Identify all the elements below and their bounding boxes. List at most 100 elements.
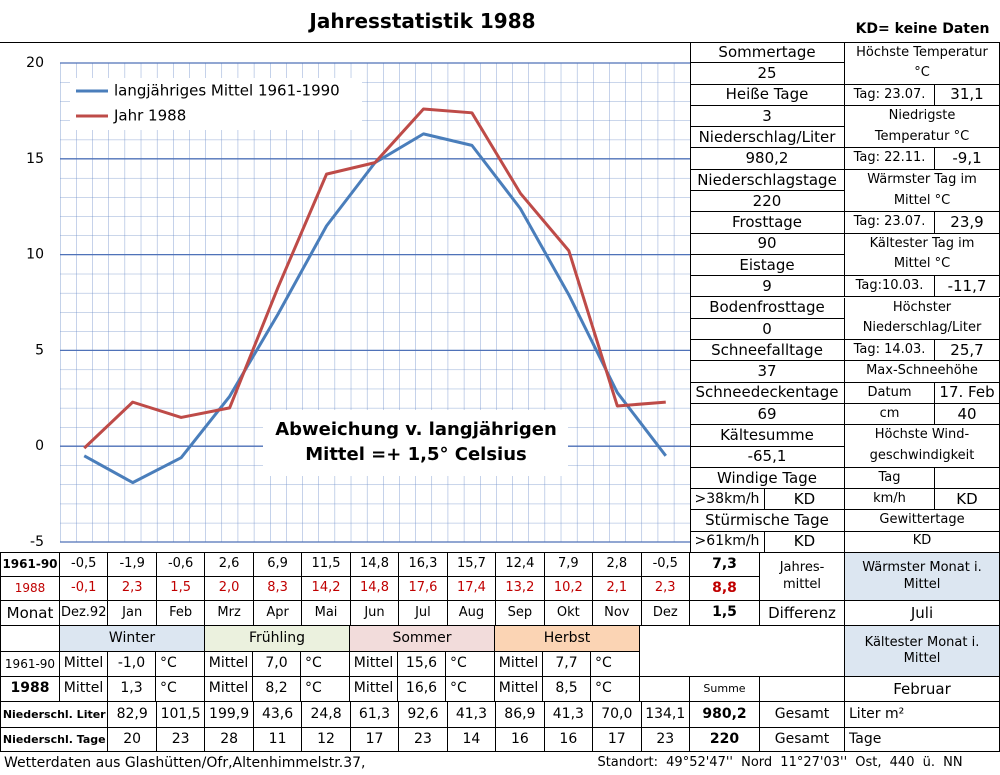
stat-right: 23,9 — [935, 212, 1000, 234]
stat-right: Niedrigste Temperatur °C — [845, 105, 1000, 149]
stat-left: Windige Tage — [690, 467, 845, 490]
stat-right-text: 40 — [957, 404, 977, 423]
month-value: -0,1 — [60, 577, 109, 601]
series-line — [83, 107, 666, 450]
stat-right-text: Niedrigste Temperatur °C — [874, 107, 970, 144]
season-cell: Mittel — [350, 652, 398, 677]
total-label: Gesamt — [760, 702, 845, 728]
month-value-text: -0,6 — [167, 556, 194, 572]
row-label: Niederschl. Liter — [0, 702, 109, 728]
month-value-text: 13,2 — [505, 580, 535, 596]
season-cell-text: Mittel — [498, 655, 539, 672]
stat-left: 90 — [690, 233, 845, 255]
season-cell-text: °C — [450, 655, 467, 672]
month-value-text: 10,2 — [553, 580, 583, 596]
stat-left: 25 — [690, 63, 845, 85]
month-value-text: 16 — [510, 730, 529, 747]
month-value: 17 — [593, 728, 642, 752]
month-value-text: 20 — [123, 730, 142, 747]
season-cell: °C — [301, 652, 350, 677]
month-value: 2,6 — [205, 553, 254, 577]
blank — [0, 626, 60, 652]
stat-right-text: -11,7 — [947, 276, 987, 295]
season-cell: 16,6 — [398, 677, 446, 702]
month-value-text: 17,6 — [408, 580, 438, 596]
month-value-text: 8,3 — [267, 580, 288, 596]
row-label: 1988 — [0, 577, 60, 601]
y-tick-label: 15 — [26, 151, 44, 167]
month-text: Aug — [458, 604, 485, 620]
season-cell-text: °C — [305, 655, 322, 672]
stat-left-text: 9 — [762, 276, 772, 295]
stat-right: Wärmster Tag im Mittel °C — [845, 169, 1000, 213]
month: Sep — [496, 601, 545, 626]
annotation: Abweichung v. langjährigen — [275, 419, 557, 440]
month-value: 2,0 — [205, 577, 254, 601]
month-value-text: 86,9 — [504, 705, 536, 722]
month: Mai — [302, 601, 351, 626]
month-value-text: 82,9 — [116, 705, 148, 722]
season-row-label: 1988 — [0, 677, 60, 702]
yearly-value: 7,3 — [690, 553, 760, 577]
month-value-text: 23 — [171, 730, 190, 747]
season-cell-text: °C — [305, 680, 322, 697]
season-header-text: Winter — [108, 629, 156, 646]
month-value-text: 14,8 — [360, 556, 389, 572]
month-value-text: 92,6 — [407, 705, 439, 722]
season-row-label-text: 1988 — [10, 680, 50, 697]
month-text: Feb — [169, 604, 193, 620]
stat-left-text: Stürmische Tage — [705, 511, 829, 530]
stat-right: km/h — [845, 489, 935, 511]
note: KD= keine Daten — [845, 18, 1000, 43]
stat-right-text: 17. Feb — [939, 383, 995, 402]
warmest-label-text: Wärmster Monat i. Mittel — [862, 560, 982, 592]
month-value: 23 — [399, 728, 448, 752]
season-cell: Mittel — [60, 677, 108, 702]
annotation: Mittel =+ 1,5° Celsius — [305, 444, 527, 465]
stat-left: 9 — [690, 276, 845, 298]
stat-right: KD — [845, 531, 1000, 553]
y-tick-label: -5 — [30, 534, 44, 550]
season-cell-text: 8,5 — [555, 680, 578, 697]
month-value-text: 43,6 — [261, 705, 294, 722]
season-header: Winter — [60, 626, 205, 652]
month-value: 23 — [156, 728, 206, 752]
coldest: Februar — [845, 677, 1000, 702]
season-cell-text: Mittel — [353, 680, 394, 697]
season-cell-text: 7,0 — [265, 655, 288, 672]
month-value: 70,0 — [593, 702, 642, 728]
season-cell-text: °C — [595, 655, 612, 672]
month-value-text: 28 — [220, 730, 239, 747]
stat-right: Max-Schneehöhe — [845, 361, 1000, 383]
stat-right-text: Höchster Niederschlag/Liter — [862, 299, 982, 336]
month-value: 12 — [302, 728, 351, 752]
month-value: 2,3 — [641, 577, 690, 601]
month-value-text: 199,9 — [209, 705, 250, 722]
month-value-text: 11 — [268, 730, 287, 747]
season-cell: Mittel — [205, 677, 253, 702]
annotation-box — [263, 410, 568, 476]
stat-left: 3 — [690, 105, 845, 128]
month-value-text: -0,1 — [71, 580, 97, 596]
month: Mrz — [205, 601, 254, 626]
total-text: 980,2 — [702, 705, 747, 722]
month-value: 10,2 — [544, 577, 594, 601]
stat-right-text: Höchste Wind-geschwindigkeit — [869, 427, 975, 464]
month-value: 7,9 — [544, 553, 594, 577]
stat-left: 37 — [690, 361, 845, 383]
yearly-value-text: 7,3 — [712, 555, 737, 572]
season-cell-text: Mittel — [63, 680, 104, 697]
stat-left-text: 69 — [757, 404, 777, 423]
stat-right-text: Höchste Temperatur °C — [856, 44, 988, 81]
month-value: 2,8 — [593, 553, 642, 577]
month-value-text: 16 — [559, 730, 578, 747]
month-value-text: 134,1 — [645, 705, 686, 722]
month-value: 24,8 — [302, 702, 351, 728]
season-cell: °C — [591, 652, 640, 677]
stat-left-text: 220 — [752, 191, 782, 210]
season-cell-text: °C — [450, 680, 467, 697]
season-cell-text: Mittel — [208, 655, 249, 672]
season-cell: 7,0 — [253, 652, 301, 677]
stat-right: Höchste Temperatur °C — [845, 42, 1000, 85]
stat-right-text: Gewittertage — [879, 512, 965, 528]
